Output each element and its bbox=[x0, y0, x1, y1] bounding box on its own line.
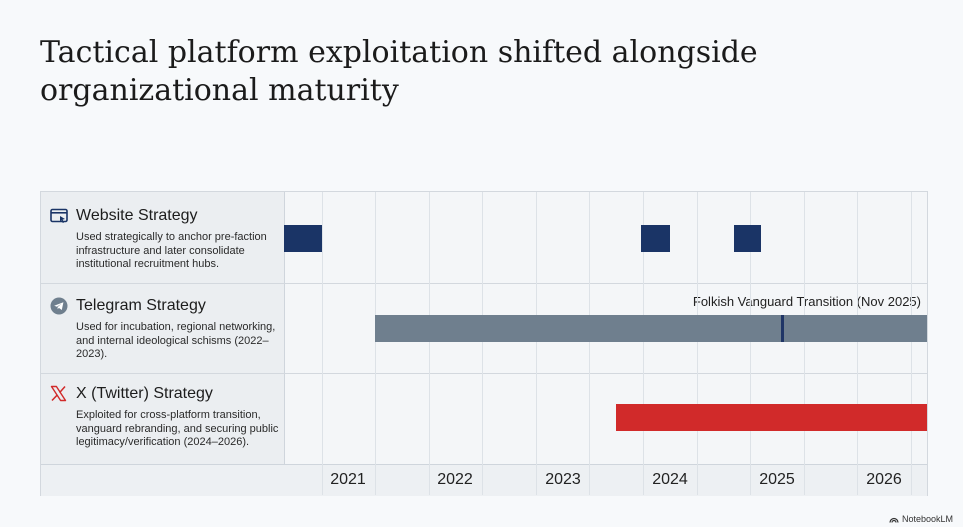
grid-line bbox=[482, 192, 483, 495]
timeline-bar bbox=[616, 404, 927, 431]
grid-line bbox=[429, 192, 430, 495]
timeline-bar bbox=[641, 225, 670, 252]
row-description: Exploited for cross-platform transition,… bbox=[76, 409, 279, 448]
year-tick-label: 2023 bbox=[545, 471, 581, 488]
row-label-x: X (Twitter) Strategy Exploited for cross… bbox=[49, 384, 279, 450]
year-tick-label: 2021 bbox=[330, 471, 366, 488]
grid-line bbox=[857, 192, 858, 495]
row-divider bbox=[41, 373, 927, 374]
year-tick-label: 2022 bbox=[437, 471, 473, 488]
brand-label: NotebookLM bbox=[901, 514, 953, 524]
row-label-website: Website Strategy Used strategically to a… bbox=[49, 206, 279, 272]
year-tick-label: 2024 bbox=[652, 471, 688, 488]
year-axis bbox=[41, 464, 927, 496]
grid-line bbox=[322, 192, 323, 495]
row-title: Website Strategy bbox=[76, 206, 198, 224]
timeline-bar bbox=[734, 225, 761, 252]
x-logo-icon bbox=[49, 384, 68, 403]
grid-line bbox=[911, 192, 912, 495]
year-tick-label: 2025 bbox=[759, 471, 795, 488]
timeline-bar bbox=[375, 315, 927, 342]
row-description: Used strategically to anchor pre-faction… bbox=[76, 231, 267, 270]
page-title: Tactical platform exploitation shifted a… bbox=[40, 35, 758, 108]
row-title: Telegram Strategy bbox=[76, 296, 206, 314]
notebooklm-logo-icon bbox=[889, 517, 899, 523]
browser-window-icon bbox=[49, 206, 68, 225]
row-description: Used for incubation, regional networking… bbox=[76, 321, 276, 360]
row-label-telegram: Telegram Strategy Used for incubation, r… bbox=[49, 296, 279, 362]
timeline-bar bbox=[284, 225, 322, 252]
grid-line bbox=[589, 192, 590, 495]
grid-line bbox=[375, 192, 376, 495]
row-divider bbox=[41, 283, 927, 284]
timeline-chart: Website Strategy Used strategically to a… bbox=[40, 191, 928, 496]
label-column bbox=[41, 192, 285, 464]
transition-marker bbox=[781, 315, 784, 342]
notebooklm-watermark: NotebookLM bbox=[889, 514, 953, 524]
grid-line bbox=[804, 192, 805, 495]
year-tick-label: 2026 bbox=[866, 471, 902, 488]
transition-annotation: Folkish Vanguard Transition (Nov 2025) bbox=[692, 294, 921, 309]
grid-line bbox=[697, 192, 698, 495]
grid-line bbox=[643, 192, 644, 495]
row-title: X (Twitter) Strategy bbox=[76, 384, 213, 402]
telegram-icon bbox=[49, 296, 68, 315]
grid-line bbox=[536, 192, 537, 495]
grid-line bbox=[750, 192, 751, 495]
